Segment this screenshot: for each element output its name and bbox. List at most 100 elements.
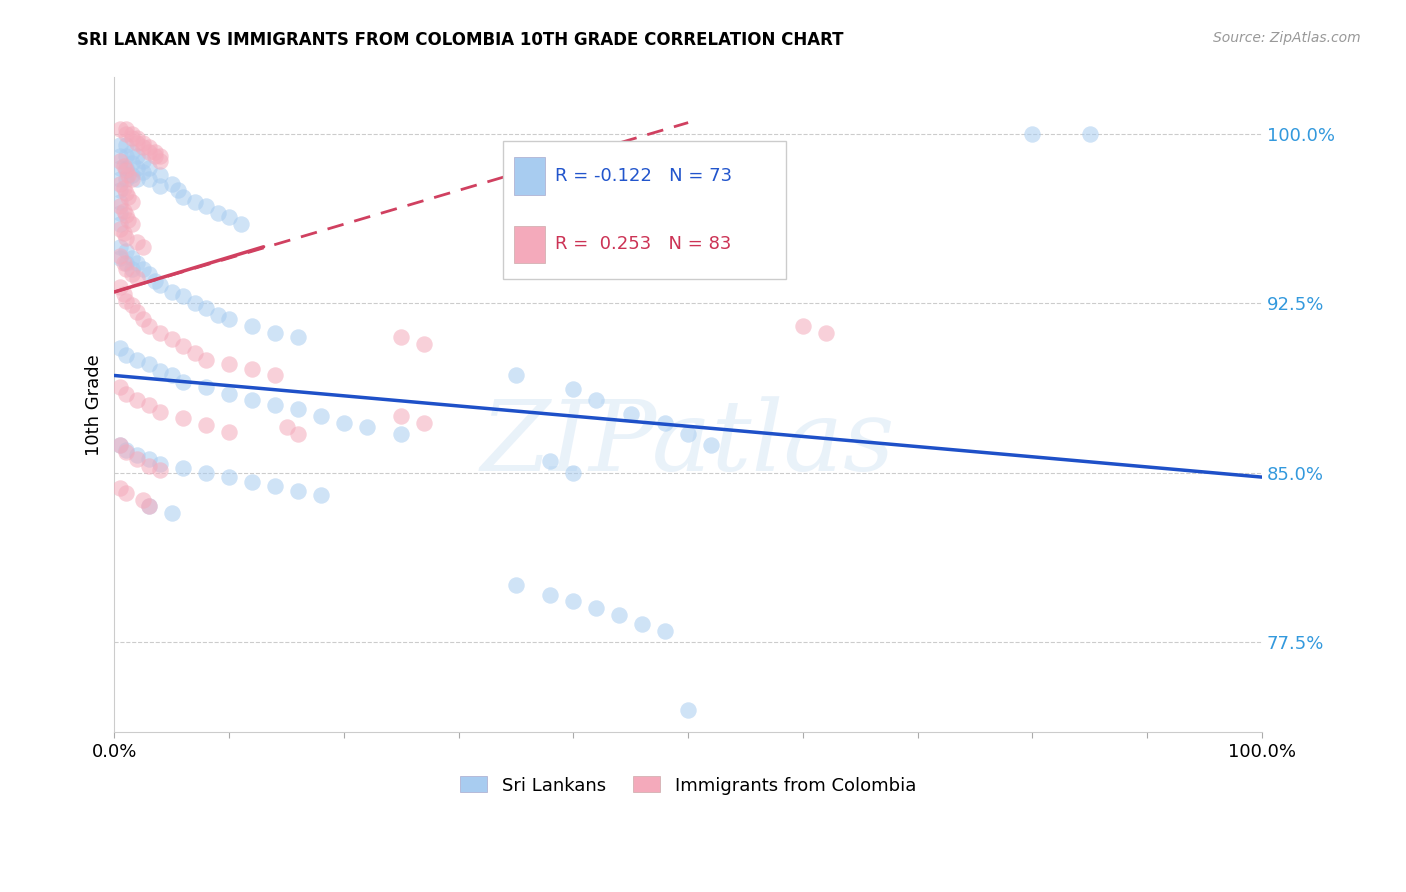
Point (108, 342, 131, 356)
Legend: Sri Lankans, Immigrants from Colombia: Sri Lankans, Immigrants from Colombia (453, 769, 924, 802)
Point (127, 149, 149, 163)
Point (676, 427, 699, 442)
Point (143, 274, 166, 288)
Point (108, 149, 131, 163)
Point (505, 578, 527, 592)
Point (814, 326, 837, 340)
Point (127, 452, 149, 467)
Point (108, 183, 131, 197)
Point (115, 386, 138, 401)
Point (108, 438, 131, 452)
Point (149, 168, 172, 182)
Point (138, 452, 160, 467)
Point (240, 318, 263, 333)
Point (121, 145, 143, 159)
Point (132, 165, 155, 179)
Point (1021, 127, 1043, 141)
Point (195, 466, 218, 480)
Point (115, 231, 138, 245)
Point (264, 479, 287, 493)
Point (195, 199, 218, 213)
Point (117, 190, 139, 204)
Point (108, 240, 131, 254)
Point (160, 368, 183, 383)
Point (127, 393, 149, 408)
Point (115, 208, 138, 222)
Point (218, 470, 240, 484)
Point (585, 601, 607, 615)
Point (218, 386, 240, 401)
Point (108, 138, 131, 153)
Point (112, 255, 135, 269)
Point (108, 161, 131, 175)
Point (240, 475, 263, 489)
Point (112, 226, 135, 240)
Point (121, 217, 143, 231)
Point (127, 255, 149, 269)
Point (115, 161, 138, 175)
Point (184, 296, 207, 310)
Point (540, 454, 562, 468)
Point (309, 488, 332, 502)
Point (138, 318, 160, 333)
Point (121, 194, 143, 209)
Point (287, 402, 309, 417)
Point (389, 409, 412, 424)
Point (132, 492, 155, 507)
Point (121, 262, 143, 277)
Point (132, 262, 155, 277)
Point (115, 127, 138, 141)
Point (115, 138, 138, 153)
Point (195, 380, 218, 394)
Point (149, 404, 172, 418)
Point (240, 361, 263, 376)
Point (356, 420, 378, 434)
Point (654, 416, 676, 430)
Point (127, 305, 149, 319)
Point (132, 153, 155, 168)
Point (132, 136, 155, 150)
Point (138, 500, 160, 514)
Point (160, 177, 183, 191)
Point (1078, 127, 1101, 141)
Point (115, 442, 138, 457)
Point (149, 364, 172, 378)
Text: SRI LANKAN VS IMMIGRANTS FROM COLOMBIA 10TH GRADE CORRELATION CHART: SRI LANKAN VS IMMIGRANTS FROM COLOMBIA 1… (77, 31, 844, 49)
Point (143, 145, 166, 159)
Point (631, 616, 654, 631)
Point (127, 136, 149, 150)
Point (389, 427, 412, 442)
Point (184, 346, 207, 360)
Point (138, 398, 160, 412)
Point (333, 416, 356, 430)
Text: Source: ZipAtlas.com: Source: ZipAtlas.com (1213, 31, 1361, 45)
Point (149, 178, 172, 193)
Point (160, 285, 183, 299)
Point (115, 244, 138, 259)
Point (108, 153, 131, 168)
Point (108, 217, 131, 231)
Point (149, 149, 172, 163)
Point (172, 190, 194, 204)
Point (676, 703, 699, 717)
Point (138, 172, 160, 186)
Point (166, 183, 188, 197)
Point (218, 425, 240, 439)
Point (149, 463, 172, 477)
Point (700, 438, 723, 452)
Point (127, 161, 149, 175)
Point (172, 411, 194, 425)
Point (138, 458, 160, 473)
Point (121, 267, 143, 281)
Point (607, 607, 630, 622)
Point (207, 308, 229, 322)
Point (108, 177, 131, 191)
Point (127, 235, 149, 250)
Point (389, 330, 412, 344)
Point (149, 278, 172, 293)
Point (112, 159, 135, 173)
Point (195, 301, 218, 315)
Point (108, 221, 131, 235)
Text: R = -0.122   N = 73: R = -0.122 N = 73 (554, 167, 731, 185)
Point (160, 332, 183, 346)
